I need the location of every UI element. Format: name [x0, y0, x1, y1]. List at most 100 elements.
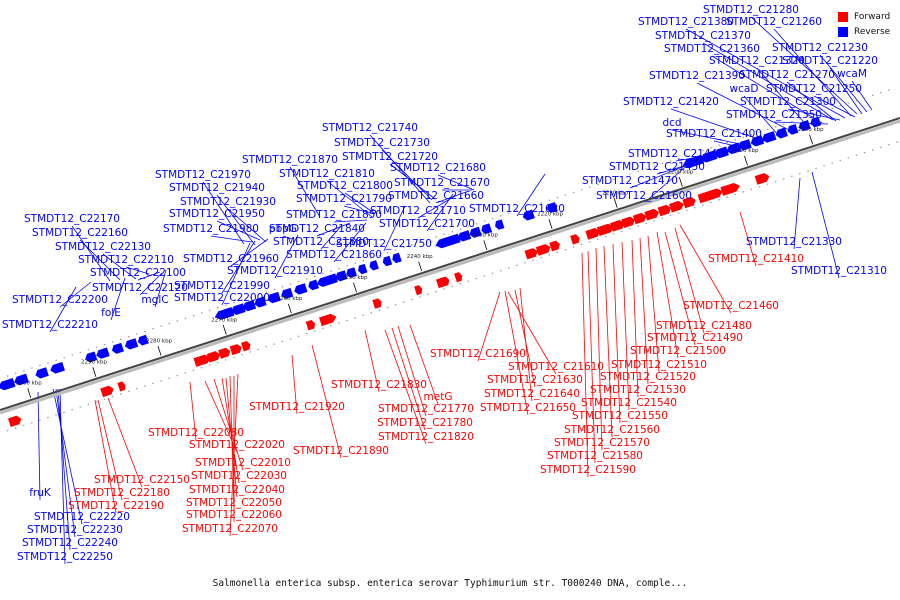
- leader-line: [643, 162, 691, 204]
- kbp-tick-mark: [548, 219, 553, 229]
- leader-line: [344, 192, 375, 214]
- forward-gene: [570, 234, 580, 245]
- reverse-gene-label: STMDT12_C21710: [370, 205, 466, 217]
- reverse-gene: [346, 267, 358, 278]
- leader-line: [282, 235, 293, 240]
- leader-line: [685, 28, 846, 119]
- forward-gene-label: metG: [424, 391, 453, 403]
- forward-gene: [697, 188, 723, 204]
- reverse-gene: [682, 154, 705, 169]
- reverse-gene: [231, 303, 246, 315]
- forward-gene-label: STMDT12_C21560: [564, 424, 660, 436]
- kbp-tick-mark: [222, 324, 227, 335]
- leader-line: [773, 28, 852, 117]
- forward-gene-label: STMDT12_C22190: [68, 500, 164, 512]
- leader-line: [612, 243, 621, 424]
- forward-gene-label: STMDT12_C21520: [600, 371, 696, 383]
- leader-line: [139, 272, 163, 296]
- genome-axis: [0, 117, 900, 411]
- forward-gene-label: STMDT12_C22060: [186, 509, 282, 521]
- leader-line: [647, 235, 660, 373]
- leader-line: [221, 240, 256, 294]
- leader-line: [811, 171, 840, 279]
- kbp-tick-label: 2210 kbp: [602, 190, 628, 196]
- reverse-gene: [335, 270, 348, 282]
- reverse-gene: [750, 135, 765, 147]
- reverse-gene-label: STMDT12_C21660: [388, 190, 484, 202]
- leader-line: [97, 399, 123, 501]
- leader-line: [202, 181, 245, 245]
- forward-gene: [596, 223, 615, 236]
- leader-line: [369, 134, 431, 204]
- leader-line: [343, 205, 376, 215]
- forward-gene: [535, 244, 551, 256]
- forward-gene: [100, 385, 114, 398]
- leader-line: [49, 286, 77, 333]
- kbp-tick-mark: [678, 176, 683, 187]
- leader-line: [813, 95, 856, 118]
- leader-line: [756, 67, 809, 128]
- legend: Forward Reverse: [838, 9, 890, 39]
- reverse-gene: [0, 378, 16, 391]
- leader-line: [587, 250, 596, 464]
- legend-item-reverse: Reverse: [838, 24, 890, 39]
- leader-line: [210, 235, 253, 243]
- leader-line: [102, 253, 137, 280]
- leader-line: [333, 222, 367, 263]
- reverse-gene: [546, 202, 558, 213]
- kbp-tick-mark: [157, 345, 162, 356]
- forward-gene: [439, 276, 450, 287]
- reverse-gene-label: STMDT12_C22100: [90, 267, 186, 279]
- reverse-gene: [14, 373, 29, 386]
- leader-line: [384, 329, 427, 445]
- kbp-tick-mark: [287, 303, 292, 314]
- kbp-tick-label: 2190 kbp: [733, 148, 759, 154]
- leader-line: [364, 329, 380, 393]
- kbp-tick-mark: [92, 367, 97, 377]
- reverse-gene-label: STMDT12_C21880: [273, 236, 369, 248]
- reverse-gene-label: STMDT12_C21620: [469, 203, 565, 215]
- leader-line: [333, 219, 368, 223]
- reverse-gene: [714, 146, 729, 159]
- forward-gene: [218, 347, 231, 359]
- leader-line: [52, 388, 83, 525]
- leader-line: [389, 163, 436, 200]
- reverse-gene: [392, 252, 402, 264]
- leader-line: [603, 245, 613, 438]
- forward-gene: [454, 272, 463, 283]
- kbp-tick-mark: [613, 198, 618, 208]
- leader-line: [289, 166, 321, 218]
- leader-line: [711, 55, 823, 124]
- forward-gene-label: STMDT12_C22050: [186, 497, 282, 509]
- kbp-tick-label: 2240 kbp: [407, 254, 433, 260]
- reverse-gene-label: STMDT12_C21270: [739, 69, 835, 81]
- reverse-gene-label: STMDT12_C21680: [390, 162, 486, 174]
- forward-gene: [229, 344, 242, 356]
- reverse-gene: [316, 273, 338, 287]
- leader-line: [381, 149, 433, 201]
- leader-line: [229, 373, 239, 537]
- forward-gene: [524, 248, 538, 260]
- reverse-gene-label: STMDT12_C22220: [34, 511, 130, 523]
- forward-gene-label: STMDT12_C21490: [647, 332, 743, 344]
- forward-gene-label: STMDT12_C22030: [191, 470, 287, 482]
- leader-line: [391, 327, 426, 431]
- reverse-gene-label: STMDT12_C21600: [596, 190, 692, 202]
- forward-gene: [720, 182, 740, 196]
- forward-gene: [117, 381, 126, 392]
- leader-line: [383, 205, 406, 252]
- leader-line: [154, 269, 167, 308]
- reverse-gene-label: STMDT12_C21740: [322, 122, 418, 134]
- leader-line: [621, 241, 630, 411]
- forward-gene: [610, 220, 625, 232]
- forward-gene: [644, 208, 660, 221]
- reverse-gene: [267, 291, 281, 304]
- forward-gene: [372, 298, 382, 309]
- reverse-gene-label: wcaD: [730, 83, 759, 95]
- leader-line: [107, 397, 143, 488]
- forward-gene: [193, 354, 211, 367]
- reverse-gene: [50, 361, 65, 374]
- reverse-gene-label: folE: [101, 307, 121, 319]
- legend-item-forward: Forward: [838, 9, 890, 24]
- forward-gene: [206, 351, 221, 363]
